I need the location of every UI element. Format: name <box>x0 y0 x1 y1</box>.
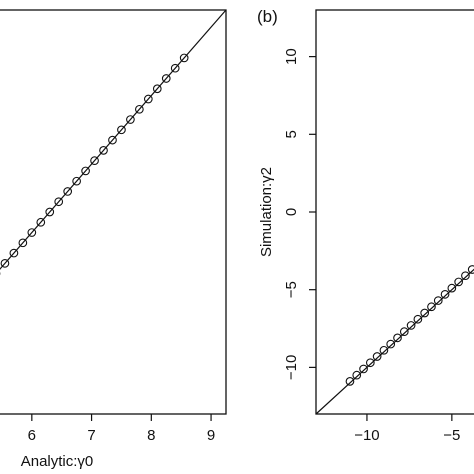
x-tick-label: −5 <box>443 427 460 444</box>
panel-b-y-axis-label: Simulation:γ2 <box>258 167 275 257</box>
data-point <box>108 135 117 145</box>
data-point <box>345 377 355 386</box>
y-tick-label: 5 <box>283 130 300 138</box>
data-point <box>152 84 162 94</box>
data-point <box>72 176 81 186</box>
panel-a: 6 7 8 9 Analytic:γ0 <box>0 9 227 470</box>
data-point <box>9 248 19 258</box>
panel-a-x-axis-label: Analytic:γ0 <box>21 453 94 470</box>
data-point <box>393 333 402 343</box>
y-tick-label: −10 <box>283 355 300 380</box>
data-point <box>467 265 474 274</box>
data-point <box>386 339 396 349</box>
data-point <box>99 146 108 155</box>
panel-b: (b) 10 5 0 −5 −10 −10 −5 Simulation:γ2 <box>257 7 474 444</box>
data-point <box>454 277 463 287</box>
data-point <box>359 364 368 374</box>
data-point <box>433 296 443 305</box>
data-point <box>36 217 46 227</box>
data-point <box>161 74 171 83</box>
data-point <box>440 290 450 299</box>
y-tick-label: −5 <box>283 281 300 298</box>
panel-b-y-axis: 10 5 0 −5 −10 <box>283 48 316 380</box>
panel-a-points <box>0 53 189 276</box>
x-tick-label: 6 <box>28 427 36 444</box>
data-point <box>413 314 423 324</box>
panel-b-plot-frame <box>315 9 474 415</box>
data-point <box>406 321 416 330</box>
data-point <box>179 53 189 63</box>
data-point <box>170 63 180 73</box>
data-point <box>365 358 375 368</box>
x-tick-label: 7 <box>87 427 95 444</box>
data-point <box>126 115 135 124</box>
data-point <box>420 308 430 318</box>
reference-line <box>315 268 474 415</box>
panel-a-x-axis: 6 7 8 9 <box>28 414 215 444</box>
data-point <box>461 271 470 281</box>
panel-b-points <box>345 265 474 386</box>
data-point <box>379 345 389 355</box>
panel-b-label: (b) <box>257 7 278 26</box>
data-point <box>45 207 55 217</box>
reference-line <box>0 9 227 270</box>
y-tick-label: 10 <box>283 48 300 65</box>
data-point <box>0 259 10 268</box>
y-tick-label: 0 <box>283 208 300 216</box>
data-point <box>81 166 90 176</box>
data-point <box>18 238 28 248</box>
panel-b-reference-line <box>315 268 474 415</box>
data-point <box>135 104 144 114</box>
panel-a-plot-frame <box>0 9 227 415</box>
data-point <box>427 302 436 312</box>
data-point <box>63 187 73 196</box>
data-point <box>399 327 409 336</box>
x-tick-label: 9 <box>207 427 215 444</box>
data-point <box>372 352 382 361</box>
panel-a-reference-line <box>0 9 227 270</box>
data-point <box>143 94 153 104</box>
data-point <box>117 125 126 135</box>
data-point <box>447 283 457 293</box>
x-tick-label: 8 <box>147 427 155 444</box>
panel-b-x-axis: −10 −5 <box>354 414 460 444</box>
data-point <box>352 370 362 380</box>
data-point <box>27 228 37 237</box>
data-point <box>54 197 64 207</box>
x-tick-label: −10 <box>354 427 379 444</box>
data-point <box>90 156 99 165</box>
